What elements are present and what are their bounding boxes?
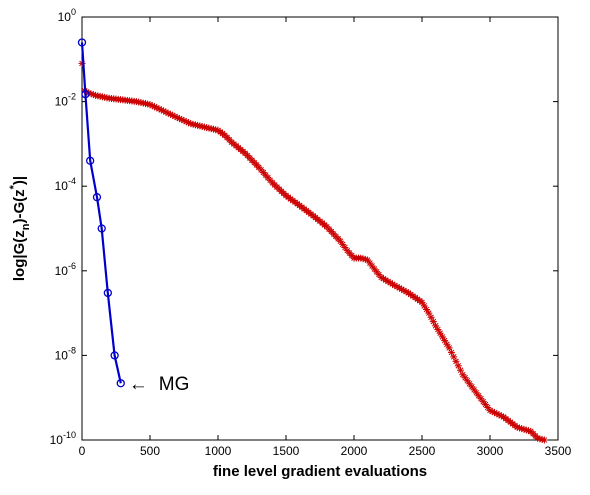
x-tick-label: 500 xyxy=(140,444,160,458)
x-tick-label: 3500 xyxy=(545,444,572,458)
x-tick-label: 0 xyxy=(79,444,86,458)
x-tick-label: 1500 xyxy=(273,444,300,458)
x-tick-label: 2500 xyxy=(409,444,436,458)
star-marker xyxy=(423,306,431,314)
star-marker xyxy=(470,386,478,394)
x-axis-label: fine level gradient evaluations xyxy=(213,463,427,480)
mg-label: MG xyxy=(159,374,190,395)
x-tick-label: 1000 xyxy=(205,444,232,458)
series-layer xyxy=(77,38,548,444)
star-marker xyxy=(452,357,460,365)
y-axis-label: log|G(zn)-G(z*)| xyxy=(8,176,32,281)
y-tick-label: 10-2 xyxy=(55,92,76,109)
star-marker xyxy=(479,398,487,406)
x-tick-label: 3000 xyxy=(477,444,504,458)
y-tick-label: 10-6 xyxy=(55,261,76,278)
circle-marker xyxy=(92,193,102,202)
x-axis-ticks: 0 500 1000 1500 2000 2500 3000 3500 xyxy=(79,17,572,458)
mg-arrow: ← xyxy=(129,374,148,395)
y-tick-label: 100 xyxy=(58,7,76,24)
star-marker xyxy=(443,340,451,348)
star-marker xyxy=(434,326,442,334)
star-marker xyxy=(432,322,440,330)
series-blue-mg xyxy=(77,38,125,388)
circle-marker xyxy=(110,351,119,360)
y-axis-ticks: 100 10-2 10-4 10-6 10-8 10-10 xyxy=(50,7,558,447)
star-marker xyxy=(468,383,476,391)
star-marker xyxy=(540,436,548,444)
circle-marker xyxy=(97,224,106,233)
star-marker xyxy=(441,337,449,345)
y-tick-label: 10-4 xyxy=(55,176,76,193)
circle-marker xyxy=(86,156,95,165)
star-marker xyxy=(438,333,446,341)
plot-frame xyxy=(81,16,559,441)
axes-box xyxy=(81,16,559,441)
circle-marker xyxy=(116,379,125,388)
circle-marker xyxy=(81,90,90,99)
circle-marker xyxy=(77,38,87,47)
y-tick-label: 10-8 xyxy=(55,345,76,362)
mg-line xyxy=(80,42,122,384)
star-marker xyxy=(420,302,428,310)
circle-marker xyxy=(103,288,112,298)
y-tick-label: 10-10 xyxy=(50,430,76,447)
x-tick-label: 2000 xyxy=(341,444,368,458)
star-marker xyxy=(436,329,444,337)
star-marker xyxy=(454,362,462,370)
annotation-layer: ← MG xyxy=(129,374,190,395)
series-red-stars xyxy=(78,59,548,444)
star-marker xyxy=(418,298,426,306)
